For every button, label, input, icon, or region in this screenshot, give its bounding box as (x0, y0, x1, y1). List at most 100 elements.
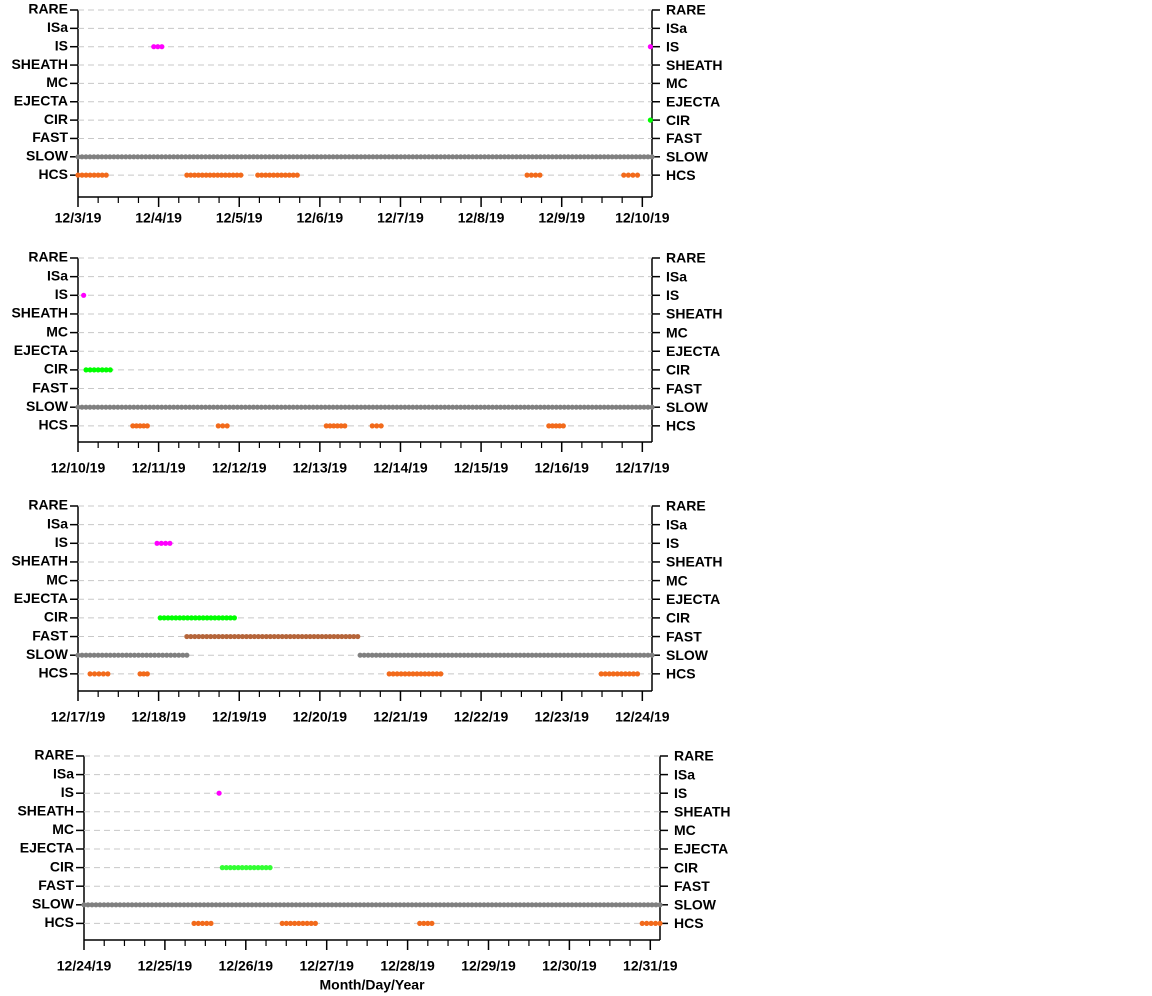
point (601, 902, 607, 908)
point (167, 154, 173, 160)
point (218, 404, 225, 410)
point (541, 404, 547, 410)
y-tick-label: IS (666, 38, 679, 54)
x-tick-label: 12/5/19 (216, 210, 263, 226)
point (263, 172, 269, 178)
point (95, 172, 101, 178)
x-tick-label: 12/13/19 (293, 460, 348, 476)
point (553, 652, 559, 658)
point (639, 920, 645, 927)
point (541, 154, 547, 160)
point (147, 154, 153, 160)
point (205, 902, 211, 908)
point (533, 154, 540, 160)
point (365, 652, 371, 658)
point (585, 652, 591, 658)
y-tick-label: SLOW (26, 398, 69, 414)
point (641, 652, 647, 658)
point (89, 902, 95, 908)
point (189, 902, 195, 908)
point (617, 404, 623, 410)
point (91, 671, 98, 677)
point (493, 902, 499, 908)
point (405, 902, 411, 908)
point (139, 154, 145, 160)
point (91, 367, 97, 373)
point (206, 404, 213, 410)
interval (621, 172, 641, 178)
point (143, 154, 149, 160)
point (385, 902, 391, 908)
point (389, 652, 395, 658)
point (466, 154, 472, 160)
y-tick-label: ISa (47, 19, 68, 35)
point (521, 404, 528, 410)
point (251, 633, 258, 640)
point (429, 902, 435, 908)
point (180, 652, 186, 658)
x-tick-label: 12/31/19 (623, 958, 678, 974)
x-tick-label: 12/14/19 (373, 460, 428, 476)
point (430, 154, 436, 160)
point (87, 652, 93, 658)
point (79, 652, 85, 658)
point (390, 671, 396, 677)
point (429, 920, 435, 927)
point (259, 172, 265, 178)
point (357, 902, 363, 908)
y-tick-label: HCS (666, 418, 696, 434)
point (641, 154, 647, 160)
point (365, 902, 371, 908)
x-tick-label: 12/17/19 (615, 460, 670, 476)
point (208, 633, 214, 640)
point (361, 902, 367, 908)
point (119, 652, 125, 658)
point (254, 154, 260, 160)
y-tick-label: SHEATH (666, 306, 723, 322)
point (445, 902, 451, 908)
point (294, 154, 300, 160)
point (185, 902, 191, 908)
point (269, 902, 275, 908)
point (149, 902, 155, 908)
point (139, 652, 146, 658)
point (422, 671, 428, 677)
point (398, 671, 404, 677)
point (458, 404, 464, 410)
point (434, 671, 440, 677)
point (95, 404, 101, 410)
point (509, 154, 516, 160)
point (279, 920, 285, 927)
y-tick-label: ISa (674, 766, 695, 782)
point (227, 633, 234, 640)
point (176, 652, 182, 658)
point (528, 172, 534, 178)
point (445, 652, 451, 658)
y-tick-label: HCS (38, 665, 68, 681)
point (609, 154, 615, 160)
point (281, 902, 287, 908)
point (453, 652, 459, 658)
y-tick-label: ISa (666, 268, 687, 284)
y-tick-label: SLOW (26, 646, 69, 662)
point (647, 44, 653, 50)
y-tick-label: CIR (44, 361, 68, 377)
point (629, 652, 635, 658)
point (131, 404, 137, 410)
point (187, 404, 193, 410)
x-tick-label: 12/21/19 (373, 709, 428, 725)
point (188, 633, 194, 640)
point (644, 920, 650, 927)
point (231, 865, 237, 871)
point (211, 172, 217, 178)
x-axis-label: Month/Day/Year (319, 977, 425, 993)
point (115, 154, 121, 160)
point (307, 633, 313, 640)
point (569, 404, 575, 410)
point (524, 172, 530, 178)
x-tick-label: 12/3/19 (55, 210, 102, 226)
point (641, 902, 647, 908)
point (397, 902, 403, 908)
point (301, 902, 307, 908)
point (637, 652, 643, 658)
